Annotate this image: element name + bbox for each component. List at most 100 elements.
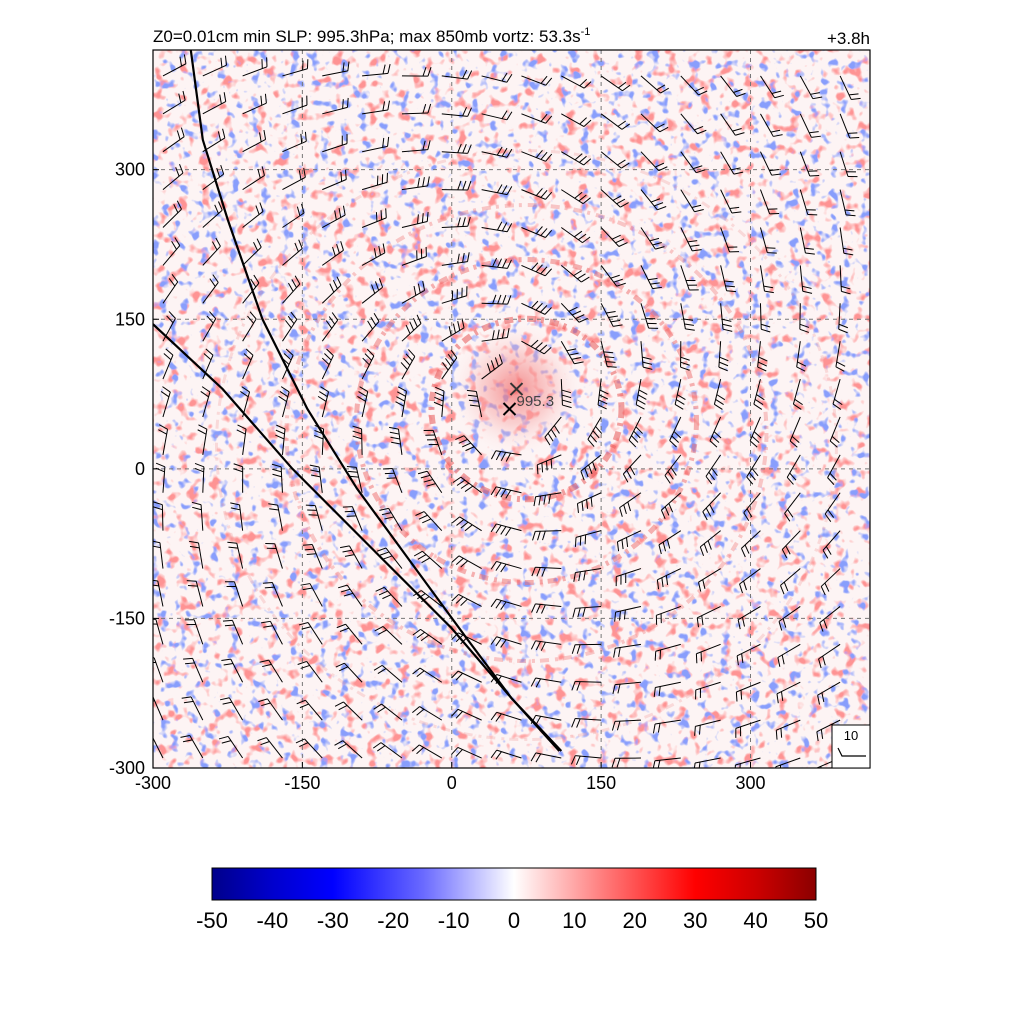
wind-barb bbox=[334, 701, 363, 721]
wind-barb bbox=[799, 75, 823, 100]
wind-barb bbox=[361, 348, 375, 380]
wind-barb bbox=[760, 75, 784, 99]
wind-barb bbox=[530, 752, 562, 763]
wind-barb bbox=[322, 170, 347, 191]
wind-barb bbox=[628, 416, 643, 448]
axis-ticks: -300 -150 0 150 300 -300 -150 0 150 300 bbox=[109, 160, 766, 793]
wind-barb bbox=[530, 640, 562, 651]
wind-barb bbox=[521, 188, 553, 200]
wind-barb bbox=[760, 113, 783, 137]
y-tick-label: 300 bbox=[115, 160, 145, 180]
wind-barb bbox=[334, 740, 363, 759]
wind-barb bbox=[189, 540, 204, 569]
wind-barb bbox=[162, 90, 186, 115]
wind-barb bbox=[839, 189, 856, 217]
wind-barb bbox=[640, 113, 669, 133]
wind-barb bbox=[441, 318, 465, 342]
wind-barb bbox=[342, 506, 363, 531]
wind-barb bbox=[698, 568, 721, 592]
wind-barb bbox=[401, 140, 431, 153]
wind-barb bbox=[600, 75, 631, 92]
vorticity-ring bbox=[214, 149, 838, 742]
wind-barb bbox=[656, 568, 682, 590]
wind-barb bbox=[451, 516, 482, 532]
wind-barb bbox=[259, 659, 283, 683]
colorbar-tick-label: 0 bbox=[508, 908, 520, 933]
wind-barb bbox=[297, 660, 323, 683]
wind-barb bbox=[615, 568, 642, 587]
wind-reference-key: 10 bbox=[831, 724, 871, 769]
wind-barb bbox=[162, 200, 182, 228]
colorbar-tick-label: -20 bbox=[377, 908, 409, 933]
wind-barb bbox=[242, 238, 262, 266]
wind-barb bbox=[466, 389, 483, 418]
wind-barb bbox=[573, 568, 602, 582]
wind-barb bbox=[395, 386, 407, 418]
wind-barb bbox=[335, 662, 363, 683]
wind-barb bbox=[560, 302, 588, 323]
wind-barb bbox=[490, 598, 522, 610]
wind-barb bbox=[640, 341, 653, 370]
wind-barb bbox=[531, 603, 562, 614]
wind-barb bbox=[202, 237, 221, 266]
wind-barb bbox=[816, 719, 841, 742]
wind-barb bbox=[271, 463, 283, 493]
wind-barb bbox=[799, 113, 821, 138]
wind-barb bbox=[759, 227, 777, 254]
wind-barb bbox=[611, 757, 641, 768]
wind-barb bbox=[242, 130, 267, 153]
wind-barb bbox=[322, 97, 349, 115]
wind-barb bbox=[242, 57, 268, 77]
wind-barb bbox=[282, 203, 305, 228]
wind-barb bbox=[481, 146, 513, 158]
wind-barb bbox=[571, 643, 602, 654]
wind-barb bbox=[713, 378, 726, 410]
wind-barb bbox=[799, 189, 818, 216]
min-slp-label: 995.3 bbox=[517, 393, 555, 410]
wind-barb bbox=[739, 568, 761, 594]
wind-barb bbox=[361, 208, 387, 228]
wind-barb bbox=[839, 227, 854, 256]
colorbar-tick-label: 30 bbox=[683, 908, 707, 933]
wind-barb bbox=[338, 584, 363, 607]
colorbar-tick-label: -50 bbox=[196, 908, 228, 933]
wind-barb bbox=[775, 719, 801, 740]
wind-barb bbox=[411, 744, 443, 759]
colorbar: -50 -40 -30 -20 -10 0 10 20 30 40 50 bbox=[196, 867, 828, 933]
wind-barb bbox=[784, 492, 801, 522]
wind-barb bbox=[481, 72, 513, 83]
wind-barb bbox=[720, 113, 745, 136]
wind-barb bbox=[695, 681, 721, 700]
wind-barb bbox=[362, 136, 390, 153]
title-superscript: -1 bbox=[581, 26, 591, 38]
wind-barb bbox=[654, 643, 681, 661]
wind-barb bbox=[194, 462, 205, 493]
wind-barb bbox=[339, 545, 363, 569]
wind-barb bbox=[361, 313, 380, 342]
wind-barb bbox=[561, 113, 592, 127]
wind-barb bbox=[236, 424, 247, 455]
wind-barb bbox=[202, 274, 219, 304]
wind-barb bbox=[379, 507, 403, 531]
wind-barb bbox=[532, 530, 562, 541]
wind-barb bbox=[560, 379, 572, 409]
wind-barb bbox=[322, 241, 344, 266]
wind-barb bbox=[451, 555, 482, 569]
wind-barb bbox=[635, 378, 648, 410]
wind-barb bbox=[720, 265, 737, 293]
wind-barb bbox=[282, 311, 298, 342]
x-tick-label: 0 bbox=[447, 773, 457, 793]
wind-barb bbox=[242, 166, 265, 191]
wind-barb bbox=[441, 106, 472, 117]
wind-barb bbox=[441, 216, 471, 229]
wind-barb bbox=[680, 303, 695, 331]
wind-barb bbox=[743, 492, 761, 522]
wind-barb bbox=[571, 680, 602, 691]
wind-barb bbox=[401, 314, 422, 342]
wind-barb bbox=[417, 470, 443, 494]
wind-barb bbox=[282, 95, 308, 115]
wind-barb bbox=[282, 131, 307, 153]
wind-barb bbox=[322, 61, 350, 77]
wind-barb bbox=[452, 476, 482, 494]
